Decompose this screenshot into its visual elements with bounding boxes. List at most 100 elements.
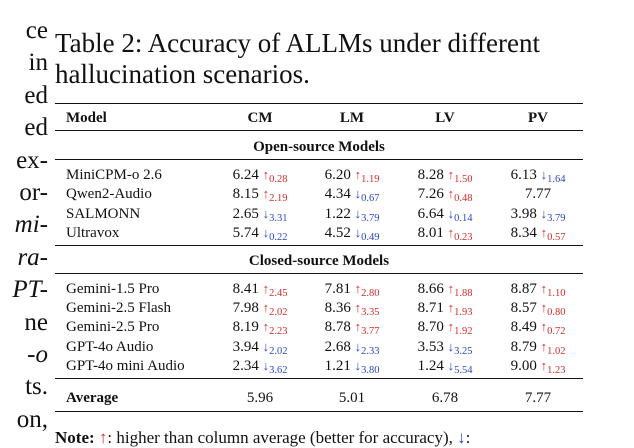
note-down-text: : <box>465 428 471 447</box>
delta-arrow: ↑ <box>354 319 362 335</box>
delta-value: 2.80 <box>361 287 380 299</box>
delta-arrow: ↓ <box>354 338 362 354</box>
delta-value: 0.22 <box>269 232 288 244</box>
delta-arrow: ↑ <box>354 300 362 315</box>
delta-value: 1.93 <box>454 307 473 318</box>
delta-arrow: ↑ <box>262 300 270 315</box>
margin-text: ce <box>25 17 48 44</box>
cell-value: 2.34 <box>232 358 259 375</box>
margin-text: -o <box>27 341 48 368</box>
cell-value: 7.26 <box>417 186 444 203</box>
section-title: Open-source Models <box>253 139 385 155</box>
cell: 2.65 ↓3.31 <box>210 205 310 225</box>
delta-arrow: ↑ <box>262 280 270 296</box>
cell-value: 5.74 <box>232 225 259 242</box>
delta-arrow: ↑ <box>262 186 270 202</box>
delta-arrow: ↓ <box>354 358 362 374</box>
delta-value: 0.28 <box>269 174 288 185</box>
delta-arrow: ↑ <box>447 300 455 315</box>
delta-value: 0.48 <box>454 193 473 205</box>
cell: 4.52 ↓0.49 <box>302 224 402 244</box>
cell-value: LM <box>339 110 365 126</box>
cell-value: 7.77 <box>524 186 552 203</box>
cell-value: 5.01 <box>338 390 366 406</box>
cell: 8.79 ↑1.02 <box>488 338 588 358</box>
margin-text: ex- <box>16 146 48 174</box>
row-label: Average <box>66 390 119 406</box>
table-rule <box>55 103 583 105</box>
delta-value: 3.62 <box>269 365 288 377</box>
delta-value: 0.49 <box>361 232 380 244</box>
row-label: Gemini-2.5 Flash <box>66 300 171 316</box>
delta-value: 1.88 <box>454 287 473 299</box>
row-label: GPT-4o Audio <box>66 338 154 355</box>
cell-value: 8.41 <box>232 280 259 297</box>
table-rule <box>55 411 583 413</box>
delta-value: 5.54 <box>454 365 473 377</box>
cell: 7.98 ↑2.02 <box>210 299 310 319</box>
cell-value: 8.70 <box>417 319 444 336</box>
delta-value: 2.02 <box>269 345 288 357</box>
delta-arrow: ↓ <box>354 225 362 241</box>
cell: 8.87 ↑1.10 <box>488 280 588 300</box>
delta-arrow: ↓ <box>262 338 270 354</box>
delta-value: 1.64 <box>547 174 566 185</box>
cell: 2.34 ↓3.62 <box>210 357 310 377</box>
cell: 8.36 ↑3.35 <box>302 299 402 319</box>
cell-value: 8.19 <box>232 319 259 336</box>
delta-arrow: ↑ <box>262 319 270 335</box>
cell-value: 7.77 <box>524 390 552 406</box>
cell-value: 1.24 <box>417 358 444 375</box>
cell: 1.24 ↓5.54 <box>395 357 495 377</box>
row-label: Gemini-2.5 Pro <box>66 319 160 336</box>
cell-value: 3.94 <box>232 338 259 355</box>
cell: 6.64 ↓0.14 <box>395 205 495 225</box>
delta-arrow: ↓ <box>447 358 455 374</box>
delta-arrow: ↓ <box>354 205 362 221</box>
cell: 8.57 ↑0.80 <box>488 299 588 319</box>
delta-value: 3.79 <box>547 212 566 224</box>
cell: 8.66 ↑1.88 <box>395 280 495 300</box>
delta-arrow: ↓ <box>540 167 548 182</box>
delta-value: 3.35 <box>361 307 380 318</box>
margin-text: on, <box>16 405 48 433</box>
cell: 7.26 ↑0.48 <box>395 185 495 205</box>
delta-arrow: ↑ <box>540 280 548 296</box>
delta-value: 0.23 <box>454 232 473 244</box>
cell-value: 2.68 <box>324 338 351 355</box>
table-rule <box>55 377 583 379</box>
delta-value: 1.19 <box>361 174 380 185</box>
cell: 8.15 ↑2.19 <box>210 185 310 205</box>
table-caption: hallucination scenarios. <box>55 59 310 89</box>
delta-arrow: ↑ <box>540 338 548 354</box>
table-rule <box>55 130 583 131</box>
cell-value: 8.78 <box>324 319 351 336</box>
delta-arrow: ↑ <box>447 319 455 335</box>
delta-arrow: ↑ <box>540 300 548 315</box>
cell-value: 7.98 <box>232 300 259 316</box>
delta-arrow: ↑ <box>262 167 270 182</box>
cell-value: 8.15 <box>232 186 259 203</box>
cell-value: 8.66 <box>417 280 444 297</box>
note-up-text: : higher than column average (better for… <box>107 428 453 447</box>
note-down-arrow: ↓ <box>457 428 466 447</box>
cell-value: 1.21 <box>324 358 351 375</box>
cell: 9.00 ↑1.23 <box>488 357 588 377</box>
cell-value: 8.87 <box>510 280 537 297</box>
cell-value: LV <box>435 110 455 126</box>
cell-value: 5.96 <box>246 390 274 406</box>
table-caption: Table 2: Accuracy of ALLMs under differe… <box>55 28 540 58</box>
delta-value: 3.77 <box>361 326 380 338</box>
delta-value: 0.14 <box>454 212 473 224</box>
delta-arrow: ↑ <box>354 280 362 296</box>
row-label: Model <box>66 110 107 126</box>
cell-value: 8.79 <box>510 338 537 355</box>
row-label: GPT-4o mini Audio <box>66 358 185 375</box>
cell: 7.77 <box>488 185 588 203</box>
margin-text: ed <box>24 81 48 109</box>
margin-text: ra- <box>17 243 48 271</box>
delta-arrow: ↑ <box>447 280 455 296</box>
cell-value: 6.20 <box>324 167 351 183</box>
cell: 6.13 ↓1.64 <box>488 166 588 186</box>
